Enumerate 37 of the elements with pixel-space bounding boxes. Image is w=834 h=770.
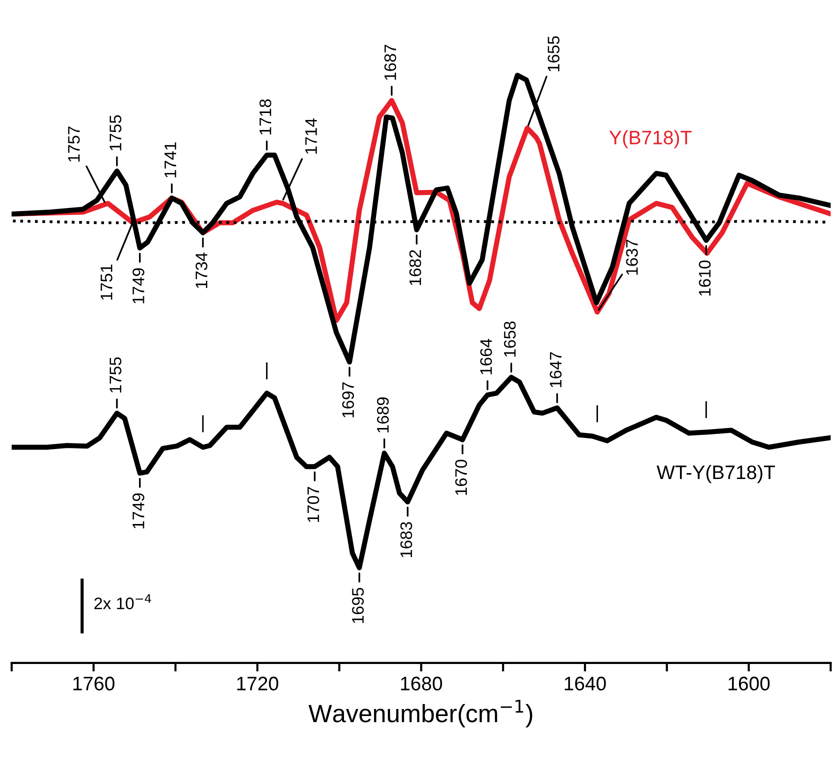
annotation: 1687 [384,44,396,80]
annotation: 1658 [504,322,516,357]
annotation: 1707 [307,486,320,522]
annotation: 1751 [100,264,112,300]
annotation: 1697 [342,382,354,418]
annotation: 1695 [352,588,364,624]
annotation: 1749 [132,493,144,528]
text: Y(B718)T [609,130,692,148]
x-tick-label: 1720 [237,676,278,690]
annotation: 1755 [110,115,122,150]
annotation: 1682 [409,250,422,286]
annotation: 1734 [196,252,208,288]
x-tick-label: 1760 [73,676,114,690]
annotation: 1755 [110,357,122,392]
annotation: 1714 [305,118,317,154]
annotation: 1670 [455,460,468,495]
annotation: 1637 [626,240,638,275]
annotation: 1610 [698,260,711,296]
annotation: 1718 [259,99,272,134]
annotation: 2x 10$^{−4}$ [94,594,152,610]
annotation: 1655 [548,36,560,72]
annotation: 1683 [400,522,412,558]
series-label: WT-Y(B718)T [656,464,775,484]
annotation: 1749 [132,268,144,304]
annotation: | [266,362,268,380]
x-tick-label: 1640 [564,676,606,690]
annotation: 1647 [550,352,562,388]
annotation: | [705,401,707,418]
annotation: 1741 [164,142,176,178]
x-axis-title: Wavenumber(cm$^{−1}$) [308,700,532,728]
annotation: 1664 [480,338,492,374]
annotation: | [596,405,598,422]
annotation: 1757 [68,126,80,162]
annotation: | [202,415,204,432]
x-tick-label: 1600 [728,676,770,690]
x-tick-label: 1680 [401,676,442,690]
annotation: 1689 [376,397,389,432]
